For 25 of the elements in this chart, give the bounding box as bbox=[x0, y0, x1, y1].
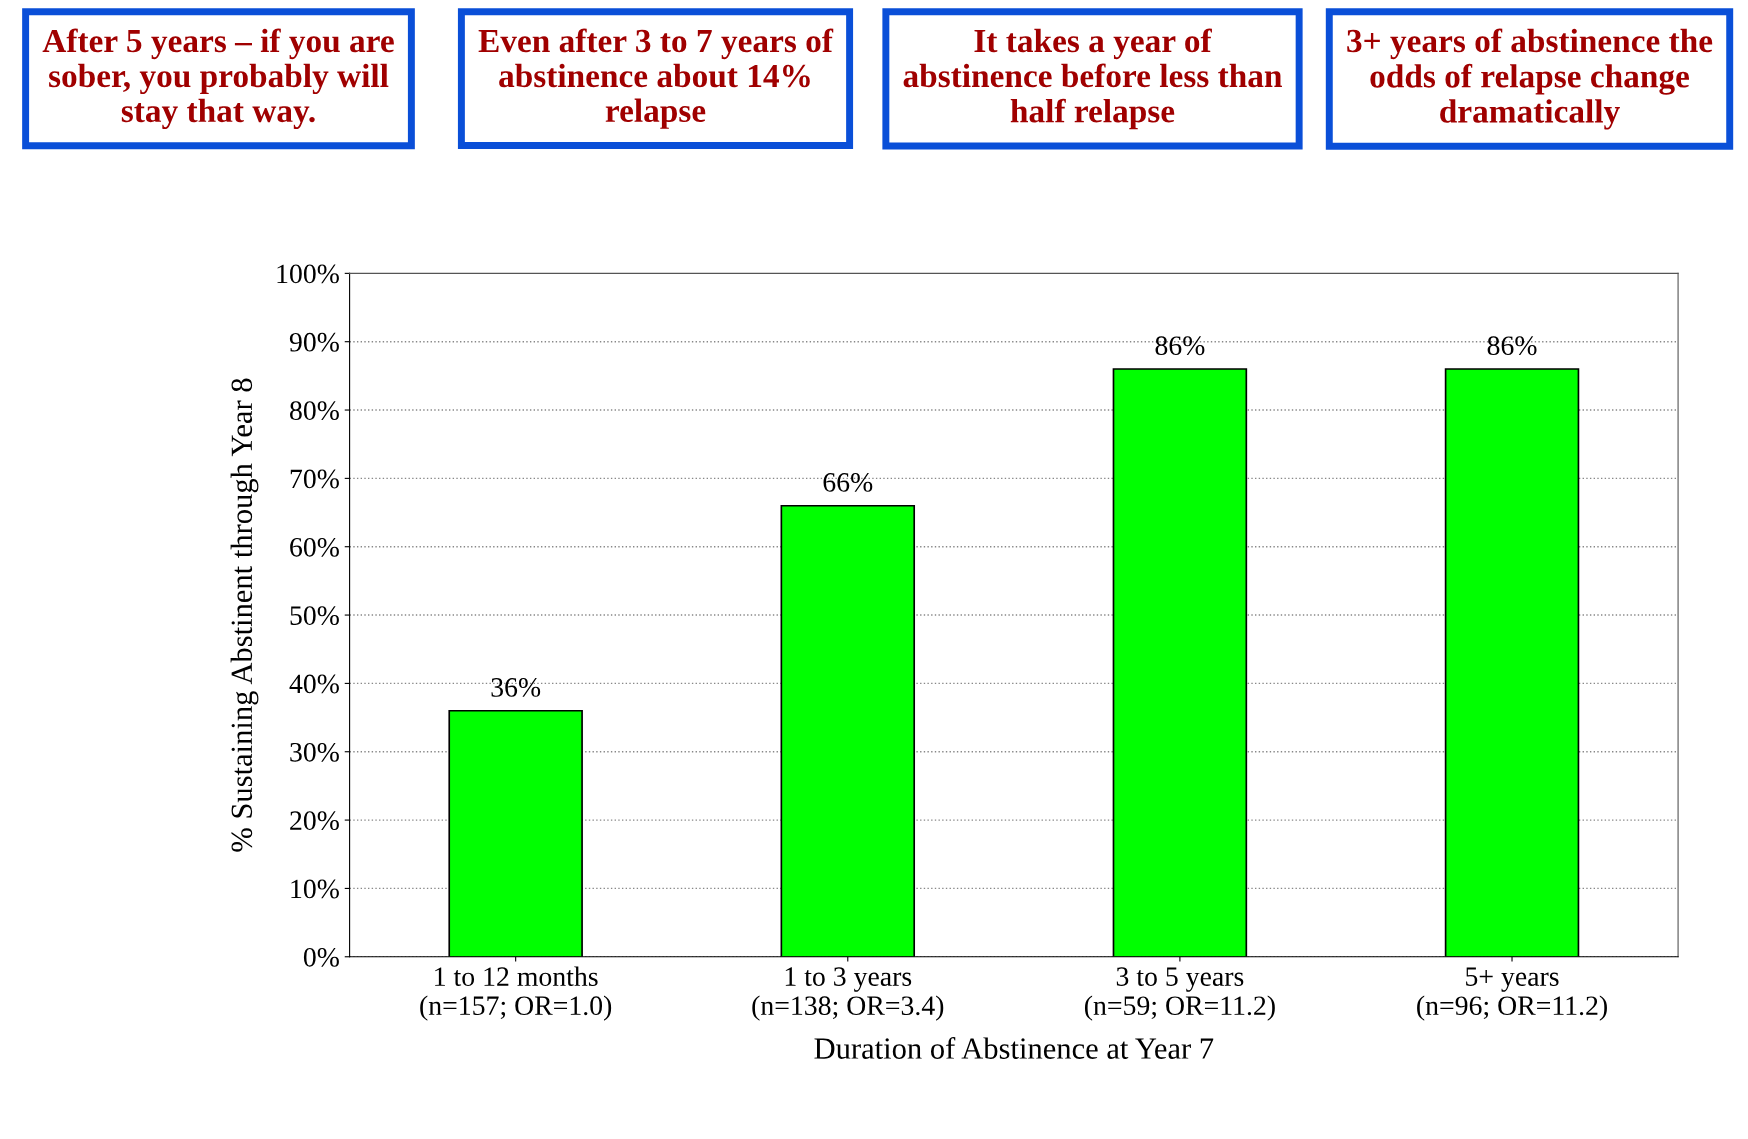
y-tick-label: 50% bbox=[290, 606, 339, 626]
y-tick-label: 10% bbox=[291, 879, 339, 899]
text: Even after 3 to 7 years of abstinence about 14% relapse bbox=[478, 28, 834, 129]
x-tick-label: 1 to 3 years (n=138; OR=3.4) bbox=[752, 967, 944, 1021]
x-tick-label: 1 to 12 months (n=157; OR=1.0) bbox=[420, 966, 612, 1021]
data-label: 66% bbox=[823, 472, 873, 492]
y-tick-label: 90% bbox=[289, 332, 339, 352]
y-tick-label: 0% bbox=[303, 947, 339, 967]
y-tick-label: 40% bbox=[289, 674, 339, 694]
y-tick-label: 30% bbox=[290, 742, 339, 762]
y-axis-title: % Sustaining Abstinent through Year 8 bbox=[230, 378, 259, 852]
x-tick-label: 3 to 5 years (n=59; OR=11.2) bbox=[1084, 967, 1275, 1021]
y-tick-label: 100% bbox=[277, 264, 339, 284]
y-tick-label: 20% bbox=[290, 811, 339, 831]
data-label: 86% bbox=[1155, 336, 1205, 356]
y-tick-label: 60% bbox=[290, 537, 339, 557]
data-label: 36% bbox=[491, 678, 541, 697]
y-tick-label: 70% bbox=[290, 469, 339, 489]
text: After 5 years – if you are sober, you probably will stay that way. bbox=[42, 28, 394, 130]
x-axis-title: Duration of Abstinence at Year 7 bbox=[814, 1037, 1214, 1059]
data-label: 86% bbox=[1487, 336, 1537, 356]
text: It takes a year of abstinence before less than half relapse bbox=[903, 28, 1282, 130]
x-tick-label: 5+ years (n=96; OR=11.2) bbox=[1417, 967, 1607, 1021]
text: 3+ years of abstinence the odds of relapse change dramatically bbox=[1347, 28, 1713, 130]
y-tick-label: 80% bbox=[290, 401, 339, 421]
